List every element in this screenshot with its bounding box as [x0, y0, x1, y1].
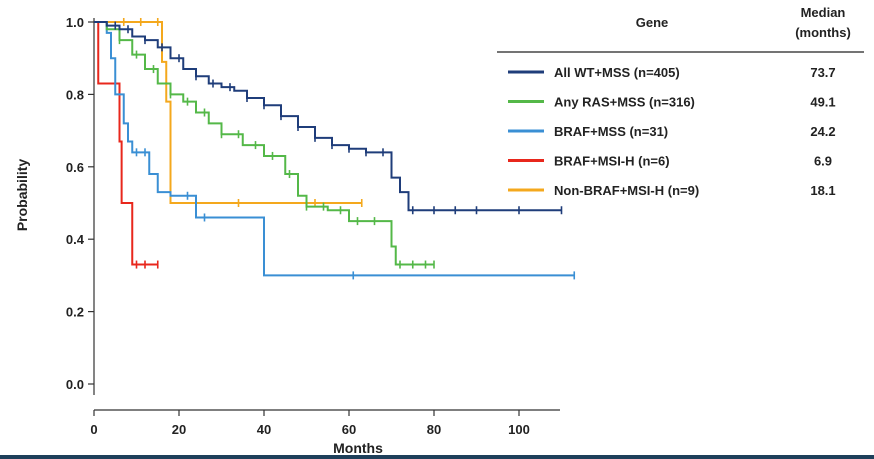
y-tick-label: 0.2: [66, 305, 84, 320]
legend-label: BRAF+MSI-H (n=6): [554, 154, 670, 169]
y-tick-label: 0.6: [66, 160, 84, 175]
series-3: [94, 21, 576, 280]
legend-median: 73.7: [810, 65, 835, 80]
legend-header-gene: Gene: [636, 15, 669, 30]
axes: 0.0 0.2 0.4 0.6 0.8 1.0 0 20 40 60 80 100 Months P…: [14, 15, 560, 455]
legend-label: BRAF+MSS (n=31): [554, 124, 668, 139]
series-line: [94, 21, 562, 212]
legend-label: All WT+MSS (n=405): [554, 65, 680, 80]
series-1: [94, 21, 563, 215]
y-tick-label: 0.0: [66, 377, 84, 392]
legend-median: 24.2: [810, 124, 835, 139]
bottom-border: [0, 455, 874, 459]
y-ticks: 0.0 0.2 0.4 0.6 0.8 1.0: [66, 15, 94, 392]
series-line: [94, 21, 158, 266]
x-axis-title: Months: [333, 440, 383, 455]
y-tick-label: 0.8: [66, 87, 84, 102]
legend-label: Any RAS+MSS (n=316): [554, 95, 695, 110]
x-tick-label: 20: [172, 422, 186, 437]
y-tick-label: 1.0: [66, 15, 84, 30]
series-line: [94, 21, 362, 204]
legend-header-median: Median: [801, 5, 846, 20]
x-tick-label: 100: [508, 422, 530, 437]
series-4: [94, 21, 159, 269]
x-tick-label: 0: [90, 422, 97, 437]
series-2: [94, 21, 435, 269]
x-ticks: 0 20 40 60 80 100: [90, 410, 530, 437]
series-5: [94, 18, 363, 207]
y-axis-title: Probability: [14, 159, 30, 232]
legend: Gene Median (months) All WT+MSS (n=405) 7…: [497, 5, 864, 198]
x-tick-label: 60: [342, 422, 356, 437]
series-line: [94, 21, 575, 277]
x-tick-label: 80: [427, 422, 441, 437]
legend-median: 6.9: [814, 154, 832, 169]
legend-median: 49.1: [810, 95, 835, 110]
y-tick-label: 0.4: [66, 232, 85, 247]
legend-header-median-unit: (months): [795, 25, 851, 40]
legend-label: Non-BRAF+MSI-H (n=9): [554, 183, 699, 198]
legend-median: 18.1: [810, 183, 835, 198]
x-tick-label: 40: [257, 422, 271, 437]
survival-curves: [94, 18, 576, 280]
legend-rows: All WT+MSS (n=405) 73.7 Any RAS+MSS (n=316…: [508, 65, 836, 198]
